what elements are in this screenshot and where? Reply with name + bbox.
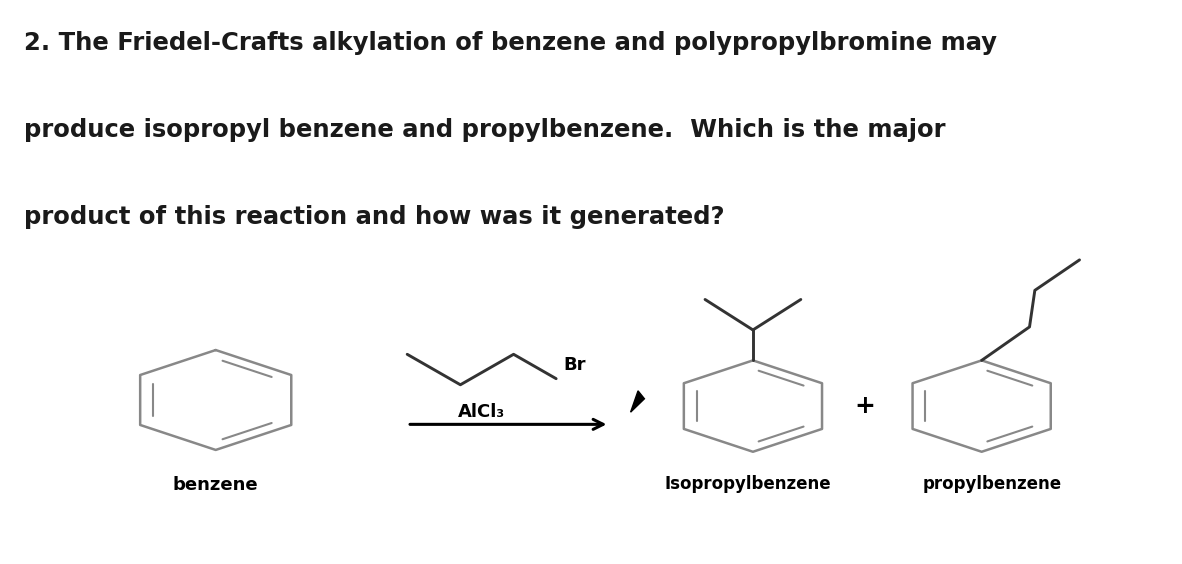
Text: produce isopropyl benzene and propylbenzene.  Which is the major: produce isopropyl benzene and propylbenz… <box>24 118 946 142</box>
Polygon shape <box>631 391 644 412</box>
Text: benzene: benzene <box>173 475 259 494</box>
Text: 2. The Friedel-Crafts alkylation of benzene and polypropylbromine may: 2. The Friedel-Crafts alkylation of benz… <box>24 31 996 55</box>
Text: Br: Br <box>564 356 586 374</box>
Text: propylbenzene: propylbenzene <box>923 475 1061 493</box>
Text: +: + <box>855 394 875 418</box>
Text: AlCl₃: AlCl₃ <box>459 403 505 421</box>
Text: Isopropylbenzene: Isopropylbenzene <box>664 475 831 493</box>
Text: product of this reaction and how was it generated?: product of this reaction and how was it … <box>24 205 725 229</box>
